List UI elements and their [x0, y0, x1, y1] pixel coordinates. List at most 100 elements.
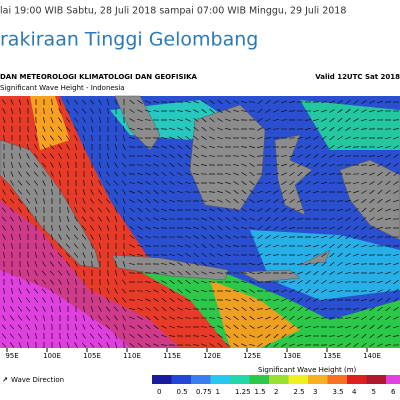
arrow	[177, 298, 183, 302]
arrow	[169, 145, 175, 149]
arrow	[136, 164, 144, 166]
arrow	[122, 198, 126, 204]
arrow	[265, 127, 271, 131]
arrow	[18, 288, 22, 294]
arrow	[216, 146, 224, 148]
arrow	[304, 245, 312, 247]
arrow	[296, 262, 304, 266]
scale-swatch	[327, 375, 347, 384]
arrow	[145, 333, 151, 339]
arrow	[98, 225, 102, 231]
arrow	[337, 252, 343, 258]
longitude-label: 105E	[83, 352, 101, 360]
arrow	[320, 227, 328, 229]
arrow	[144, 245, 152, 247]
arrow	[289, 198, 295, 204]
arrow	[50, 297, 54, 303]
arrow	[193, 226, 199, 230]
arrow	[26, 341, 30, 349]
arrow	[42, 261, 46, 267]
arrow	[114, 342, 118, 348]
arrow	[360, 173, 368, 175]
arrow	[113, 171, 119, 177]
arrow	[201, 226, 207, 230]
arrow	[377, 280, 383, 284]
arrow	[82, 333, 86, 339]
arrow	[153, 289, 159, 293]
arrow	[122, 153, 126, 159]
arrow	[377, 172, 383, 176]
arrow	[361, 109, 367, 113]
arrow	[241, 306, 247, 312]
arrow	[265, 316, 271, 320]
arrow	[99, 242, 101, 250]
longitude-label: 110E	[123, 352, 141, 360]
arrow	[240, 272, 248, 274]
arrow	[137, 198, 143, 204]
arrow	[248, 227, 256, 229]
arrow	[201, 136, 207, 140]
arrow	[345, 208, 351, 212]
arrow	[241, 280, 247, 284]
arrow	[361, 99, 367, 105]
arrow	[26, 153, 30, 159]
arrow	[377, 163, 383, 167]
arrow	[321, 163, 327, 167]
arrow	[297, 154, 303, 158]
arrow	[289, 306, 295, 312]
arrow	[42, 135, 46, 141]
arrow	[305, 199, 311, 203]
arrow	[281, 315, 287, 321]
arrow	[106, 162, 110, 168]
arrow	[161, 180, 167, 186]
arrow	[99, 116, 101, 124]
arrow	[91, 134, 93, 142]
arrow	[360, 164, 368, 166]
arrow	[209, 225, 215, 231]
arrow	[169, 279, 175, 285]
scale-label: 0	[157, 388, 161, 396]
arrow	[74, 270, 78, 276]
arrow	[185, 279, 191, 285]
arrow	[81, 216, 87, 222]
arrow	[337, 126, 343, 132]
arrow	[321, 126, 327, 132]
arrow	[225, 235, 231, 239]
arrow	[225, 207, 231, 213]
arrow	[369, 198, 375, 204]
arrow	[297, 180, 303, 186]
arrow	[105, 324, 111, 330]
arrow	[185, 261, 191, 267]
arrow	[98, 297, 102, 303]
arrow	[57, 270, 63, 276]
arrow	[393, 199, 399, 203]
arrow	[168, 253, 176, 257]
arrow	[297, 334, 303, 338]
arrow	[304, 209, 312, 211]
arrow	[73, 243, 79, 249]
arrow	[361, 181, 367, 185]
validity-text: lai 19:00 WIB Sabtu, 28 Juli 2018 sampai…	[0, 6, 346, 17]
arrow	[97, 342, 103, 348]
arrow	[50, 108, 54, 114]
arrow	[272, 290, 280, 292]
arrow	[377, 334, 383, 338]
arrow	[35, 251, 37, 259]
arrow	[161, 288, 167, 294]
arrow	[137, 207, 143, 213]
arrow	[169, 190, 175, 194]
arrow	[2, 180, 6, 186]
arrow	[265, 118, 271, 122]
arrow	[161, 145, 167, 149]
arrow	[91, 170, 93, 178]
arrow	[337, 217, 343, 221]
arrow	[81, 225, 87, 231]
arrow	[50, 243, 54, 249]
arrow	[393, 171, 399, 177]
arrow	[144, 155, 152, 157]
arrow	[385, 325, 391, 329]
arrow	[201, 234, 207, 240]
arrow	[209, 99, 215, 105]
arrow	[360, 298, 368, 302]
arrow	[289, 189, 295, 195]
